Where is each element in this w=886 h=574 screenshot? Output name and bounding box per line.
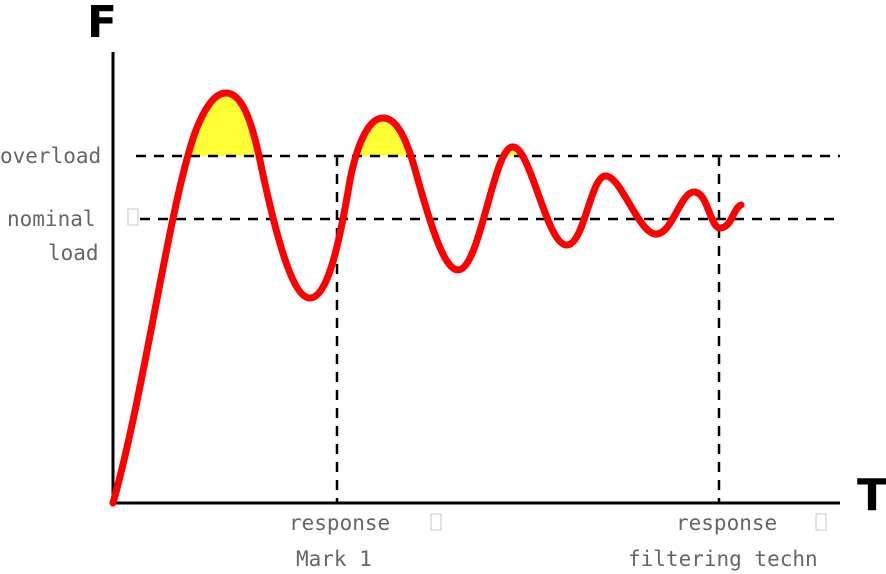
x-axis-label: T xyxy=(857,470,886,521)
missing-glyph-box xyxy=(127,208,139,226)
overshoot-area xyxy=(187,93,523,156)
missing-glyph-box xyxy=(815,513,827,531)
response-mark-1-label: response xyxy=(289,511,390,535)
nominal-label: nominal xyxy=(7,207,96,231)
missing-glyph-box xyxy=(430,513,442,531)
response-filtering-label: response xyxy=(676,511,777,535)
response-curve xyxy=(109,89,745,507)
y-axis-label: F xyxy=(87,0,117,48)
overload-label: overload xyxy=(0,144,101,168)
load-label: load xyxy=(48,241,99,265)
filtering-technique-label: filtering techn xyxy=(628,547,818,571)
mark-1-label: Mark 1 xyxy=(296,547,372,571)
